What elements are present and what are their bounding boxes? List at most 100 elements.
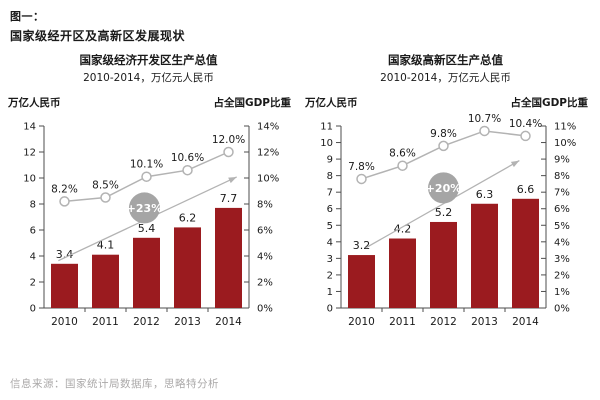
right-axis-tick-label: 3% [554, 254, 570, 265]
left-axis-label: 万亿人民币 [8, 97, 61, 109]
right-axis-tick-label: 9% [554, 155, 570, 166]
left-axis-tick-label: 2 [30, 278, 36, 289]
left-axis-tick-label: 4 [30, 252, 36, 263]
right-axis-tick-label: 10% [257, 174, 279, 185]
page-title: 国家级经开区及高新区发展现状 [10, 29, 186, 43]
line-value-label: 8.2% [51, 183, 78, 195]
bar-value-label: 4.1 [97, 239, 115, 252]
chart-title: 国家级高新区生产总值 [388, 53, 503, 67]
bar-value-label: 6.6 [517, 183, 535, 196]
x-axis-category-label: 2012 [133, 316, 160, 328]
line-marker [520, 130, 531, 142]
left-axis-tick-label: 6 [30, 226, 36, 237]
report-header: 图一： 国家级经开区及高新区发展现状 [0, 0, 600, 44]
right-axis-tick-label: 6% [554, 204, 570, 215]
x-axis-category-label: 2010 [348, 316, 375, 328]
right-axis-tick-label: 6% [257, 226, 273, 237]
right-axis-tick-label: 5% [554, 221, 570, 232]
line-marker [356, 173, 367, 185]
bar [471, 203, 498, 308]
arrowhead-icon [510, 160, 520, 168]
bar-value-label: 6.2 [179, 211, 197, 224]
chart-panel-economic-zones: 国家级经济开发区生产总值 2010-2014，万亿元人民币 万亿人民币 占全国G… [0, 52, 297, 362]
x-axis-category-label: 2013 [174, 316, 201, 328]
line-marker [223, 146, 234, 158]
left-axis-tick-label: 12 [23, 148, 36, 159]
line-marker [141, 171, 152, 182]
x-axis-category-label: 2013 [471, 316, 498, 328]
hightech-zone-gdp-chart: 0 1 2 3 4 5 6 7 8 9 10 11 0% 1% 2% 3% 4% 5% 6% 7% 8% 9% 10% 11%… [320, 113, 576, 329]
bar [430, 221, 457, 308]
growth-badge-label: +20% [426, 182, 462, 195]
line-value-label: 8.5% [92, 180, 119, 192]
x-axis-category-label: 2011 [92, 316, 119, 328]
left-axis-tick-label: 5 [327, 221, 333, 232]
line-marker [182, 164, 193, 176]
left-axis-tick-label: 0 [30, 304, 36, 315]
line-value-label: 12.0% [212, 134, 245, 146]
right-axis-tick-label: 4% [257, 252, 273, 263]
figure-label: 图一： [10, 10, 45, 23]
right-axis-tick-label: 11% [554, 122, 576, 133]
right-axis-tick-label: 0% [257, 304, 273, 315]
tick-labels: 0 1 2 3 4 5 6 7 8 9 10 11 0% 1% 2% 3% 4% 5% 6% 7% 8% 9% 10% 11%… [320, 122, 576, 329]
left-axis-tick-label: 8 [30, 200, 36, 211]
bar-value-label: 5.4 [138, 222, 156, 235]
left-axis-tick-label: 3 [327, 254, 333, 265]
bar-value-label: 6.3 [476, 188, 494, 201]
bar [389, 238, 416, 308]
right-axis-tick-label: 7% [554, 188, 570, 199]
tick-labels: 0 2 4 6 8 10 12 14 0% 2% 4% 6% 8% 10% 12% 14% 2010 2011 20… [23, 122, 279, 329]
bars: 3.2 4.2 5.2 6.3 6.6 [348, 183, 539, 308]
line-marker [59, 196, 70, 207]
line-value-label: 10.7% [468, 113, 501, 125]
bar [215, 207, 242, 308]
left-axis-tick-label: 6 [327, 204, 333, 215]
growth-badge-circle [128, 192, 160, 224]
line-marker [438, 140, 449, 152]
line-value-label: 8.6% [389, 148, 416, 160]
left-axis-label: 万亿人民币 [305, 97, 358, 109]
growth-arrow [365, 160, 520, 249]
charts-row: 国家级经济开发区生产总值 2010-2014，万亿元人民币 万亿人民币 占全国G… [0, 52, 600, 362]
x-axis-category-label: 2014 [215, 316, 242, 328]
left-axis-tick-label: 9 [327, 155, 333, 166]
chart-title: 国家级经济开发区生产总值 [79, 53, 218, 67]
right-axis-tick-label: 8% [554, 171, 570, 182]
right-axis-tick-label: 2% [257, 278, 273, 289]
x-axis-category-label: 2011 [389, 316, 416, 328]
growth-badge: +23% [127, 192, 163, 224]
bars: 3.4 4.1 5.4 6.2 7.7 [51, 192, 242, 308]
bar [512, 198, 539, 308]
left-axis-tick-label: 1 [327, 287, 333, 298]
source-note: 信息来源：国家统计局数据库，思略特分析 [10, 378, 219, 390]
bar-value-label: 5.2 [435, 206, 453, 219]
chart-panel-hightech-zones: 国家级高新区生产总值 2010-2014，万亿元人民币 万亿人民币 占全国GDP… [297, 52, 594, 362]
left-axis-tick-label: 7 [327, 188, 333, 199]
line-value-label: 10.4% [509, 118, 542, 130]
right-axis-tick-label: 0% [554, 304, 570, 315]
left-axis-tick-label: 0 [327, 304, 333, 315]
chart-subtitle: 2010-2014，万亿元人民币 [380, 72, 511, 84]
line-value-label: 10.1% [130, 159, 163, 171]
right-axis-tick-label: 8% [257, 200, 273, 211]
left-axis-tick-label: 4 [327, 237, 333, 248]
bar [51, 263, 78, 308]
x-axis-category-label: 2012 [430, 316, 457, 328]
line-marker [397, 160, 408, 171]
right-axis-label: 占全国GDP比重 [510, 97, 588, 109]
bar-value-label: 3.4 [56, 248, 74, 261]
bar [348, 255, 375, 308]
right-axis-tick-label: 2% [554, 270, 570, 281]
left-axis-tick-label: 10 [320, 138, 333, 149]
growth-badge: +20% [426, 172, 462, 204]
left-axis-tick-label: 14 [23, 122, 36, 133]
growth-badge-label: +23% [127, 202, 163, 215]
axis-labels-row: 万亿人民币 占全国GDP比重 [305, 95, 588, 110]
left-axis-tick-label: 10 [23, 174, 36, 185]
line-marker [100, 192, 111, 203]
right-axis-tick-label: 4% [554, 237, 570, 248]
x-axis-category-label: 2014 [512, 316, 539, 328]
arrowhead-icon [228, 176, 237, 184]
axis-labels-row: 万亿人民币 占全国GDP比重 [8, 95, 291, 110]
